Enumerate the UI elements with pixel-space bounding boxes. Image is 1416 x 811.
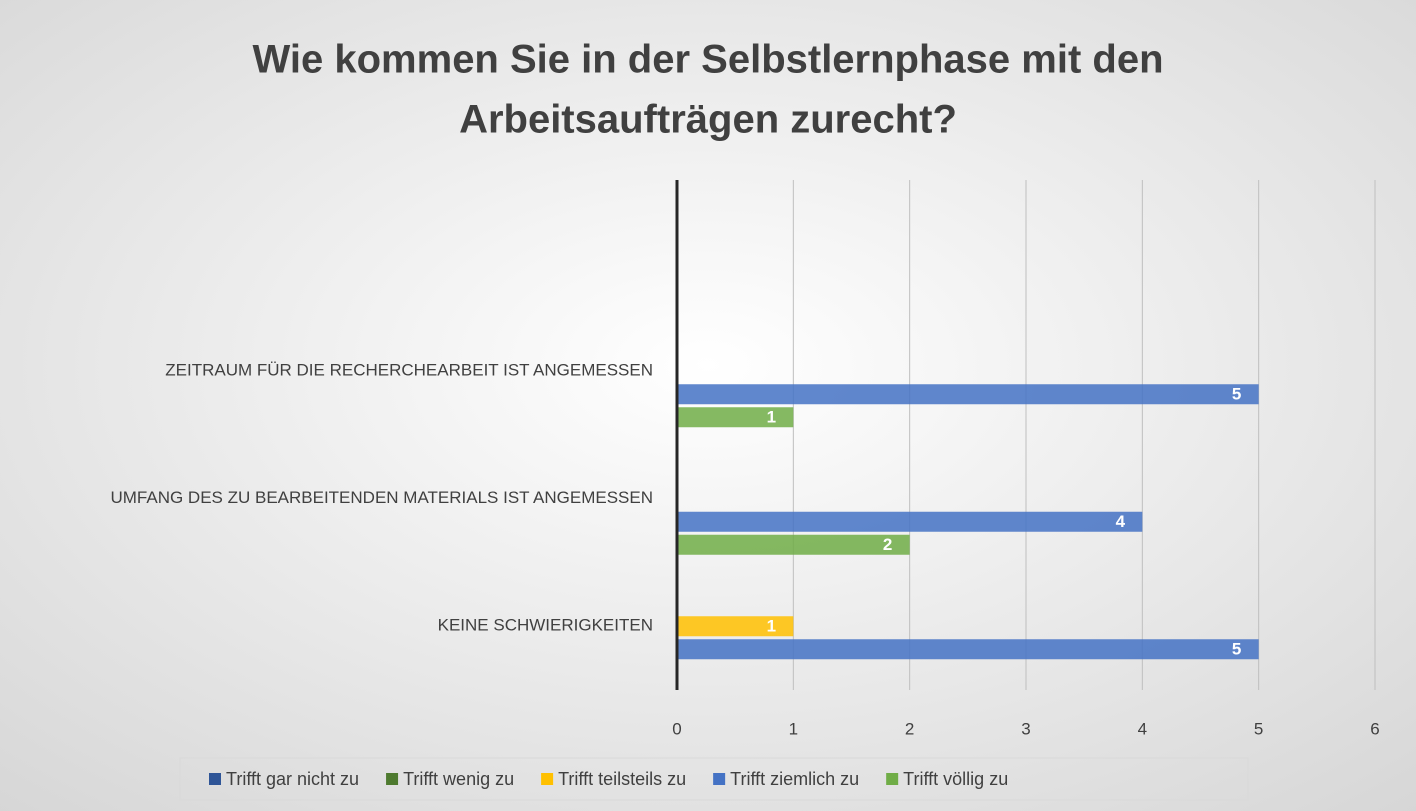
legend-swatch (386, 773, 399, 785)
data-label: 4 (1116, 512, 1126, 531)
y-tick-label: KEINE SCHWIERIGKEITEN (438, 616, 653, 635)
legend-label: Trifft völlig zu (903, 769, 1008, 789)
chart-title: Wie kommen Sie in der Selbstlernphase mi… (253, 38, 1164, 82)
x-tick-label: 2 (905, 719, 914, 738)
legend-swatch (541, 773, 554, 785)
legend-swatch (713, 773, 726, 785)
chart-title: Arbeitsaufträgen zurecht? (459, 98, 957, 142)
legend-label: Trifft teilsteils zu (558, 769, 686, 789)
x-tick-label: 0 (672, 719, 681, 738)
y-tick-label: ZEITRAUM FÜR DIE RECHERCHEARBEIT IST ANG… (165, 361, 653, 380)
data-label: 1 (767, 408, 776, 427)
bar (677, 616, 794, 637)
data-label: 1 (767, 617, 776, 636)
bar (677, 639, 1259, 660)
data-label: 5 (1232, 640, 1241, 659)
legend-swatch (886, 773, 899, 785)
legend-box (179, 757, 1249, 801)
data-label: 2 (883, 535, 892, 554)
legend-label: Trifft ziemlich zu (730, 769, 859, 789)
legend-label: Trifft wenig zu (403, 769, 514, 789)
legend-swatch (209, 773, 221, 785)
x-tick-label: 1 (789, 719, 798, 738)
bar (677, 407, 794, 428)
bar (677, 384, 1259, 405)
x-tick-label: 3 (1021, 719, 1030, 738)
x-tick-label: 4 (1138, 719, 1147, 738)
bar (677, 534, 910, 555)
x-tick-label: 6 (1370, 719, 1379, 738)
y-tick-label: UMFANG DES ZU BEARBEITENDEN MATERIALS IS… (110, 488, 653, 507)
legend-label: Trifft gar nicht zu (226, 769, 359, 789)
data-label: 5 (1232, 385, 1241, 404)
bar (677, 511, 1143, 532)
x-tick-label: 5 (1254, 719, 1263, 738)
